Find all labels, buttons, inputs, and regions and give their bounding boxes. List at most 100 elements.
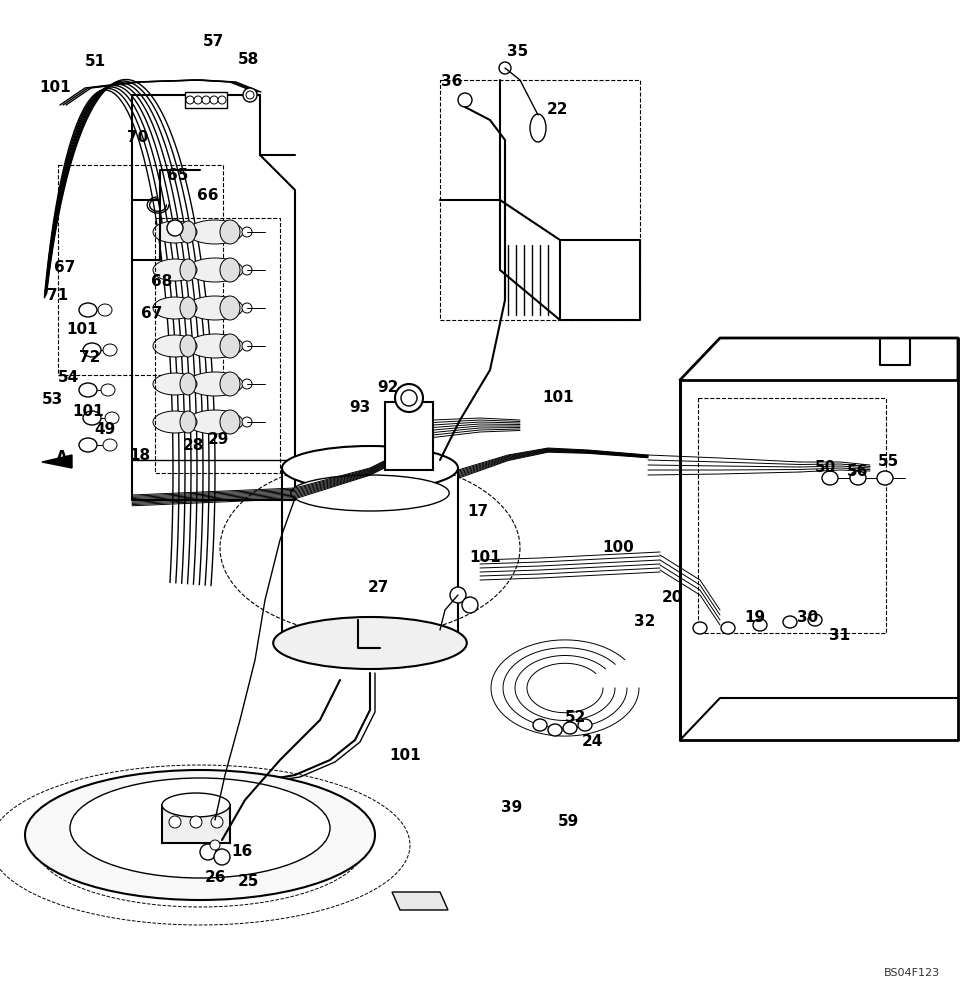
Ellipse shape [273, 617, 467, 669]
Ellipse shape [242, 379, 252, 389]
Text: 39: 39 [501, 800, 523, 816]
Text: 56: 56 [847, 464, 868, 480]
Ellipse shape [153, 221, 197, 243]
Ellipse shape [98, 304, 112, 316]
Ellipse shape [499, 62, 511, 74]
Ellipse shape [180, 335, 196, 357]
Ellipse shape [211, 816, 223, 828]
Ellipse shape [200, 844, 216, 860]
Ellipse shape [79, 303, 97, 317]
Text: 65: 65 [167, 167, 189, 182]
Ellipse shape [194, 96, 202, 104]
Text: 100: 100 [602, 540, 634, 556]
Bar [440, 80, 640, 320]
Text: 26: 26 [204, 870, 226, 886]
Text: 20: 20 [661, 590, 682, 605]
Ellipse shape [83, 411, 101, 425]
Text: 52: 52 [564, 710, 586, 726]
Ellipse shape [162, 793, 230, 817]
Text: 27: 27 [367, 580, 389, 595]
Ellipse shape [753, 619, 767, 631]
Ellipse shape [220, 258, 240, 282]
Ellipse shape [186, 96, 194, 104]
Polygon shape [42, 455, 72, 468]
Ellipse shape [25, 770, 375, 900]
Ellipse shape [533, 719, 547, 731]
Ellipse shape [721, 622, 735, 634]
Ellipse shape [548, 724, 562, 736]
Text: 92: 92 [378, 380, 399, 395]
Text: 36: 36 [441, 75, 463, 90]
Text: 22: 22 [547, 103, 569, 117]
Ellipse shape [220, 296, 240, 320]
Ellipse shape [783, 616, 797, 628]
Ellipse shape [167, 220, 183, 236]
Ellipse shape [169, 816, 181, 828]
Text: 29: 29 [207, 432, 228, 448]
Ellipse shape [187, 334, 243, 358]
Text: 57: 57 [202, 34, 224, 49]
Text: 101: 101 [389, 748, 421, 762]
Bar [385, 402, 433, 470]
Ellipse shape [243, 88, 257, 102]
Ellipse shape [187, 410, 243, 434]
Ellipse shape [401, 390, 417, 406]
Text: 68: 68 [151, 274, 172, 290]
Ellipse shape [153, 373, 197, 395]
Text: 67: 67 [54, 260, 76, 275]
Text: 32: 32 [634, 614, 655, 630]
Ellipse shape [578, 719, 592, 731]
Ellipse shape [395, 384, 423, 412]
Text: 28: 28 [182, 438, 203, 452]
Ellipse shape [70, 778, 330, 878]
Text: 66: 66 [197, 188, 219, 202]
Text: 93: 93 [349, 400, 371, 416]
Ellipse shape [180, 373, 196, 395]
Ellipse shape [530, 114, 546, 142]
Ellipse shape [105, 412, 119, 424]
Ellipse shape [153, 297, 197, 319]
Text: 49: 49 [94, 422, 115, 438]
Text: 31: 31 [830, 628, 851, 643]
Text: 35: 35 [507, 44, 529, 60]
Text: 19: 19 [744, 610, 766, 626]
Ellipse shape [180, 221, 196, 243]
Bar [698, 398, 886, 633]
Ellipse shape [101, 384, 115, 396]
Ellipse shape [187, 258, 243, 282]
Ellipse shape [242, 265, 252, 275]
Text: BS04F123: BS04F123 [884, 968, 940, 978]
Text: 24: 24 [582, 734, 603, 750]
Ellipse shape [450, 587, 466, 603]
Ellipse shape [242, 341, 252, 351]
Ellipse shape [242, 417, 252, 427]
Ellipse shape [187, 372, 243, 396]
Ellipse shape [850, 471, 866, 485]
Ellipse shape [220, 334, 240, 358]
Text: 101: 101 [542, 390, 574, 406]
Ellipse shape [103, 439, 117, 451]
Ellipse shape [79, 438, 97, 452]
Ellipse shape [103, 344, 117, 356]
Text: 101: 101 [39, 81, 71, 96]
Ellipse shape [153, 259, 197, 281]
Text: 101: 101 [469, 550, 500, 566]
Ellipse shape [220, 410, 240, 434]
Ellipse shape [210, 96, 218, 104]
Text: 55: 55 [877, 454, 898, 470]
Ellipse shape [220, 372, 240, 396]
Bar [185, 92, 227, 108]
Ellipse shape [242, 227, 252, 237]
Ellipse shape [808, 614, 822, 626]
Text: 16: 16 [231, 844, 253, 859]
Text: A: A [56, 450, 68, 466]
Ellipse shape [180, 297, 196, 319]
Ellipse shape [83, 343, 101, 357]
Text: 72: 72 [79, 351, 101, 365]
Bar [58, 165, 223, 375]
Ellipse shape [563, 722, 577, 734]
Text: 53: 53 [42, 392, 63, 408]
Ellipse shape [282, 446, 458, 490]
Ellipse shape [693, 622, 707, 634]
Ellipse shape [202, 96, 210, 104]
